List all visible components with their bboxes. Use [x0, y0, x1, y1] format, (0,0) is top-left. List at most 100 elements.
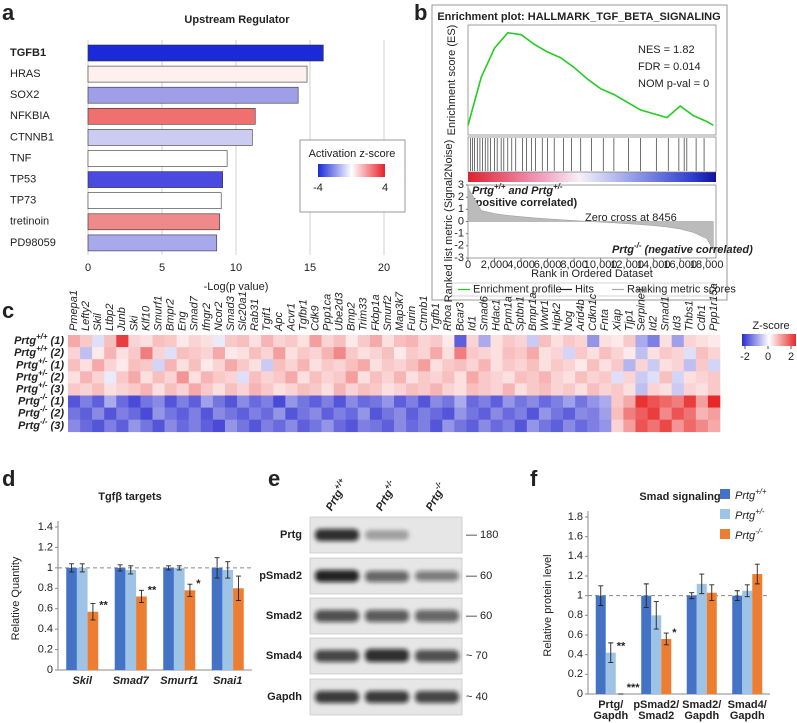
row-label-part: Prtg — [14, 347, 36, 359]
heatmap-cell — [418, 419, 431, 433]
legend-swatch — [720, 529, 730, 539]
y-tick-label: 0 — [47, 664, 53, 676]
category-label: NFKBIA — [10, 110, 50, 122]
heatmap-cell — [212, 407, 226, 420]
heatmap-cell — [237, 335, 250, 348]
row-label-part: +/+ — [36, 332, 48, 341]
panel-label: b — [414, 0, 427, 25]
heatmap-cell — [671, 359, 685, 372]
heatmap-cell — [333, 407, 347, 420]
heatmap-cell — [514, 407, 528, 420]
heatmap-cell — [575, 371, 588, 384]
heatmap-cell — [333, 371, 347, 384]
heatmap-cell — [683, 407, 697, 420]
x-tick-label: 2,000 — [481, 259, 509, 271]
heatmap-cell — [538, 395, 552, 408]
heatmap-cell — [647, 383, 660, 396]
chart-title: Enrichment plot: HALLMARK_TGF_BETA_SIGNA… — [437, 11, 720, 23]
heatmap-cell — [587, 395, 600, 408]
heatmap-cell — [188, 419, 202, 433]
heatmap-cell — [345, 359, 359, 372]
heatmap-cell — [261, 383, 274, 396]
heatmap-cell — [490, 383, 503, 396]
heatmap-cell — [261, 335, 274, 348]
row-label-part: +/- — [38, 368, 48, 377]
heatmap-cell — [707, 395, 721, 408]
heatmap-cell — [261, 395, 274, 408]
heatmap-cell — [188, 335, 202, 348]
heatmap-cell — [249, 371, 262, 384]
heatmap-cell — [212, 335, 226, 348]
significance: ** — [617, 641, 626, 653]
heatmap-cell — [309, 335, 322, 348]
heatmap-cell — [623, 371, 636, 384]
gene-label: Junb — [116, 307, 128, 332]
lane-label-part: Prtg — [374, 488, 396, 513]
heatmap-cell — [683, 371, 697, 384]
heatmap-cell — [164, 335, 177, 348]
legend-label-part: +/+ — [755, 487, 767, 496]
legend-label-part: Prtg — [735, 490, 756, 502]
heatmap-cell — [212, 347, 226, 360]
heatmap-cell — [116, 407, 129, 420]
lane-label-part: Prtg — [424, 488, 446, 513]
heatmap-cell — [406, 383, 419, 396]
heatmap-cell — [563, 371, 576, 384]
heatmap-cell — [575, 407, 588, 420]
heatmap-cell — [261, 347, 274, 360]
heatmap-cell — [176, 359, 190, 372]
heatmap-cell — [538, 419, 552, 433]
x-tick-label: Smad2/ — [682, 699, 721, 711]
heatmap-cell — [200, 371, 214, 384]
heatmap-cell — [152, 371, 165, 384]
error-bar — [734, 590, 740, 602]
row-label-part: Prtg — [18, 408, 40, 420]
legend-tick-label: 4 — [382, 182, 388, 194]
heatmap-cell — [369, 419, 383, 433]
heatmap-cell — [152, 347, 165, 360]
row-label-part: (3) — [48, 383, 65, 395]
legend-box — [451, 282, 715, 297]
heatmap-cell — [466, 347, 479, 360]
heatmap-cell — [176, 371, 190, 384]
heatmap-cell — [575, 347, 588, 360]
significance: ** — [99, 600, 108, 612]
bar — [641, 595, 652, 694]
heatmap-cell — [394, 419, 407, 433]
heatmap-cell — [563, 359, 576, 372]
y-tick-label: 0.4 — [38, 623, 53, 635]
heatmap-cell — [514, 335, 528, 348]
heatmap-cell — [357, 347, 371, 360]
heatmap-cell — [381, 395, 395, 408]
row-label-part: Prtg — [16, 359, 38, 371]
heatmap-cell — [442, 335, 455, 348]
heatmap-cell — [321, 407, 334, 420]
lane-label-part: +/+ — [332, 476, 346, 491]
heatmap-cell — [502, 419, 516, 433]
heatmap-cell — [309, 347, 322, 360]
heatmap-cell — [635, 383, 648, 396]
gene-label: Ube2d3 — [334, 292, 346, 331]
heatmap-cell — [478, 419, 491, 433]
heatmap-cell — [104, 407, 117, 420]
gene-label: Ifngr2 — [201, 303, 213, 331]
y-tick-label: 0.8 — [568, 609, 583, 621]
heatmap-cell — [454, 407, 467, 420]
heatmap-cell — [369, 335, 383, 348]
heatmap-cell — [442, 419, 455, 433]
heatmap-cell — [394, 359, 407, 372]
y-tick-label: 0 — [577, 688, 583, 700]
heatmap-cell — [273, 395, 286, 408]
x-tick-label: Prtg/ — [598, 699, 623, 711]
x-tick-label: 12,000 — [610, 259, 644, 271]
heatmap-cell — [309, 407, 322, 420]
heatmap-cell — [116, 383, 129, 396]
gene-label: Xiap — [611, 309, 623, 332]
heatmap-cell — [454, 395, 467, 408]
heatmap-cell — [381, 359, 395, 372]
x-tick-label: 8,000 — [560, 259, 588, 271]
legend-label-part: +/- — [755, 507, 765, 516]
error-bar — [598, 585, 604, 606]
heatmap-cell — [357, 359, 371, 372]
bar — [87, 44, 324, 62]
